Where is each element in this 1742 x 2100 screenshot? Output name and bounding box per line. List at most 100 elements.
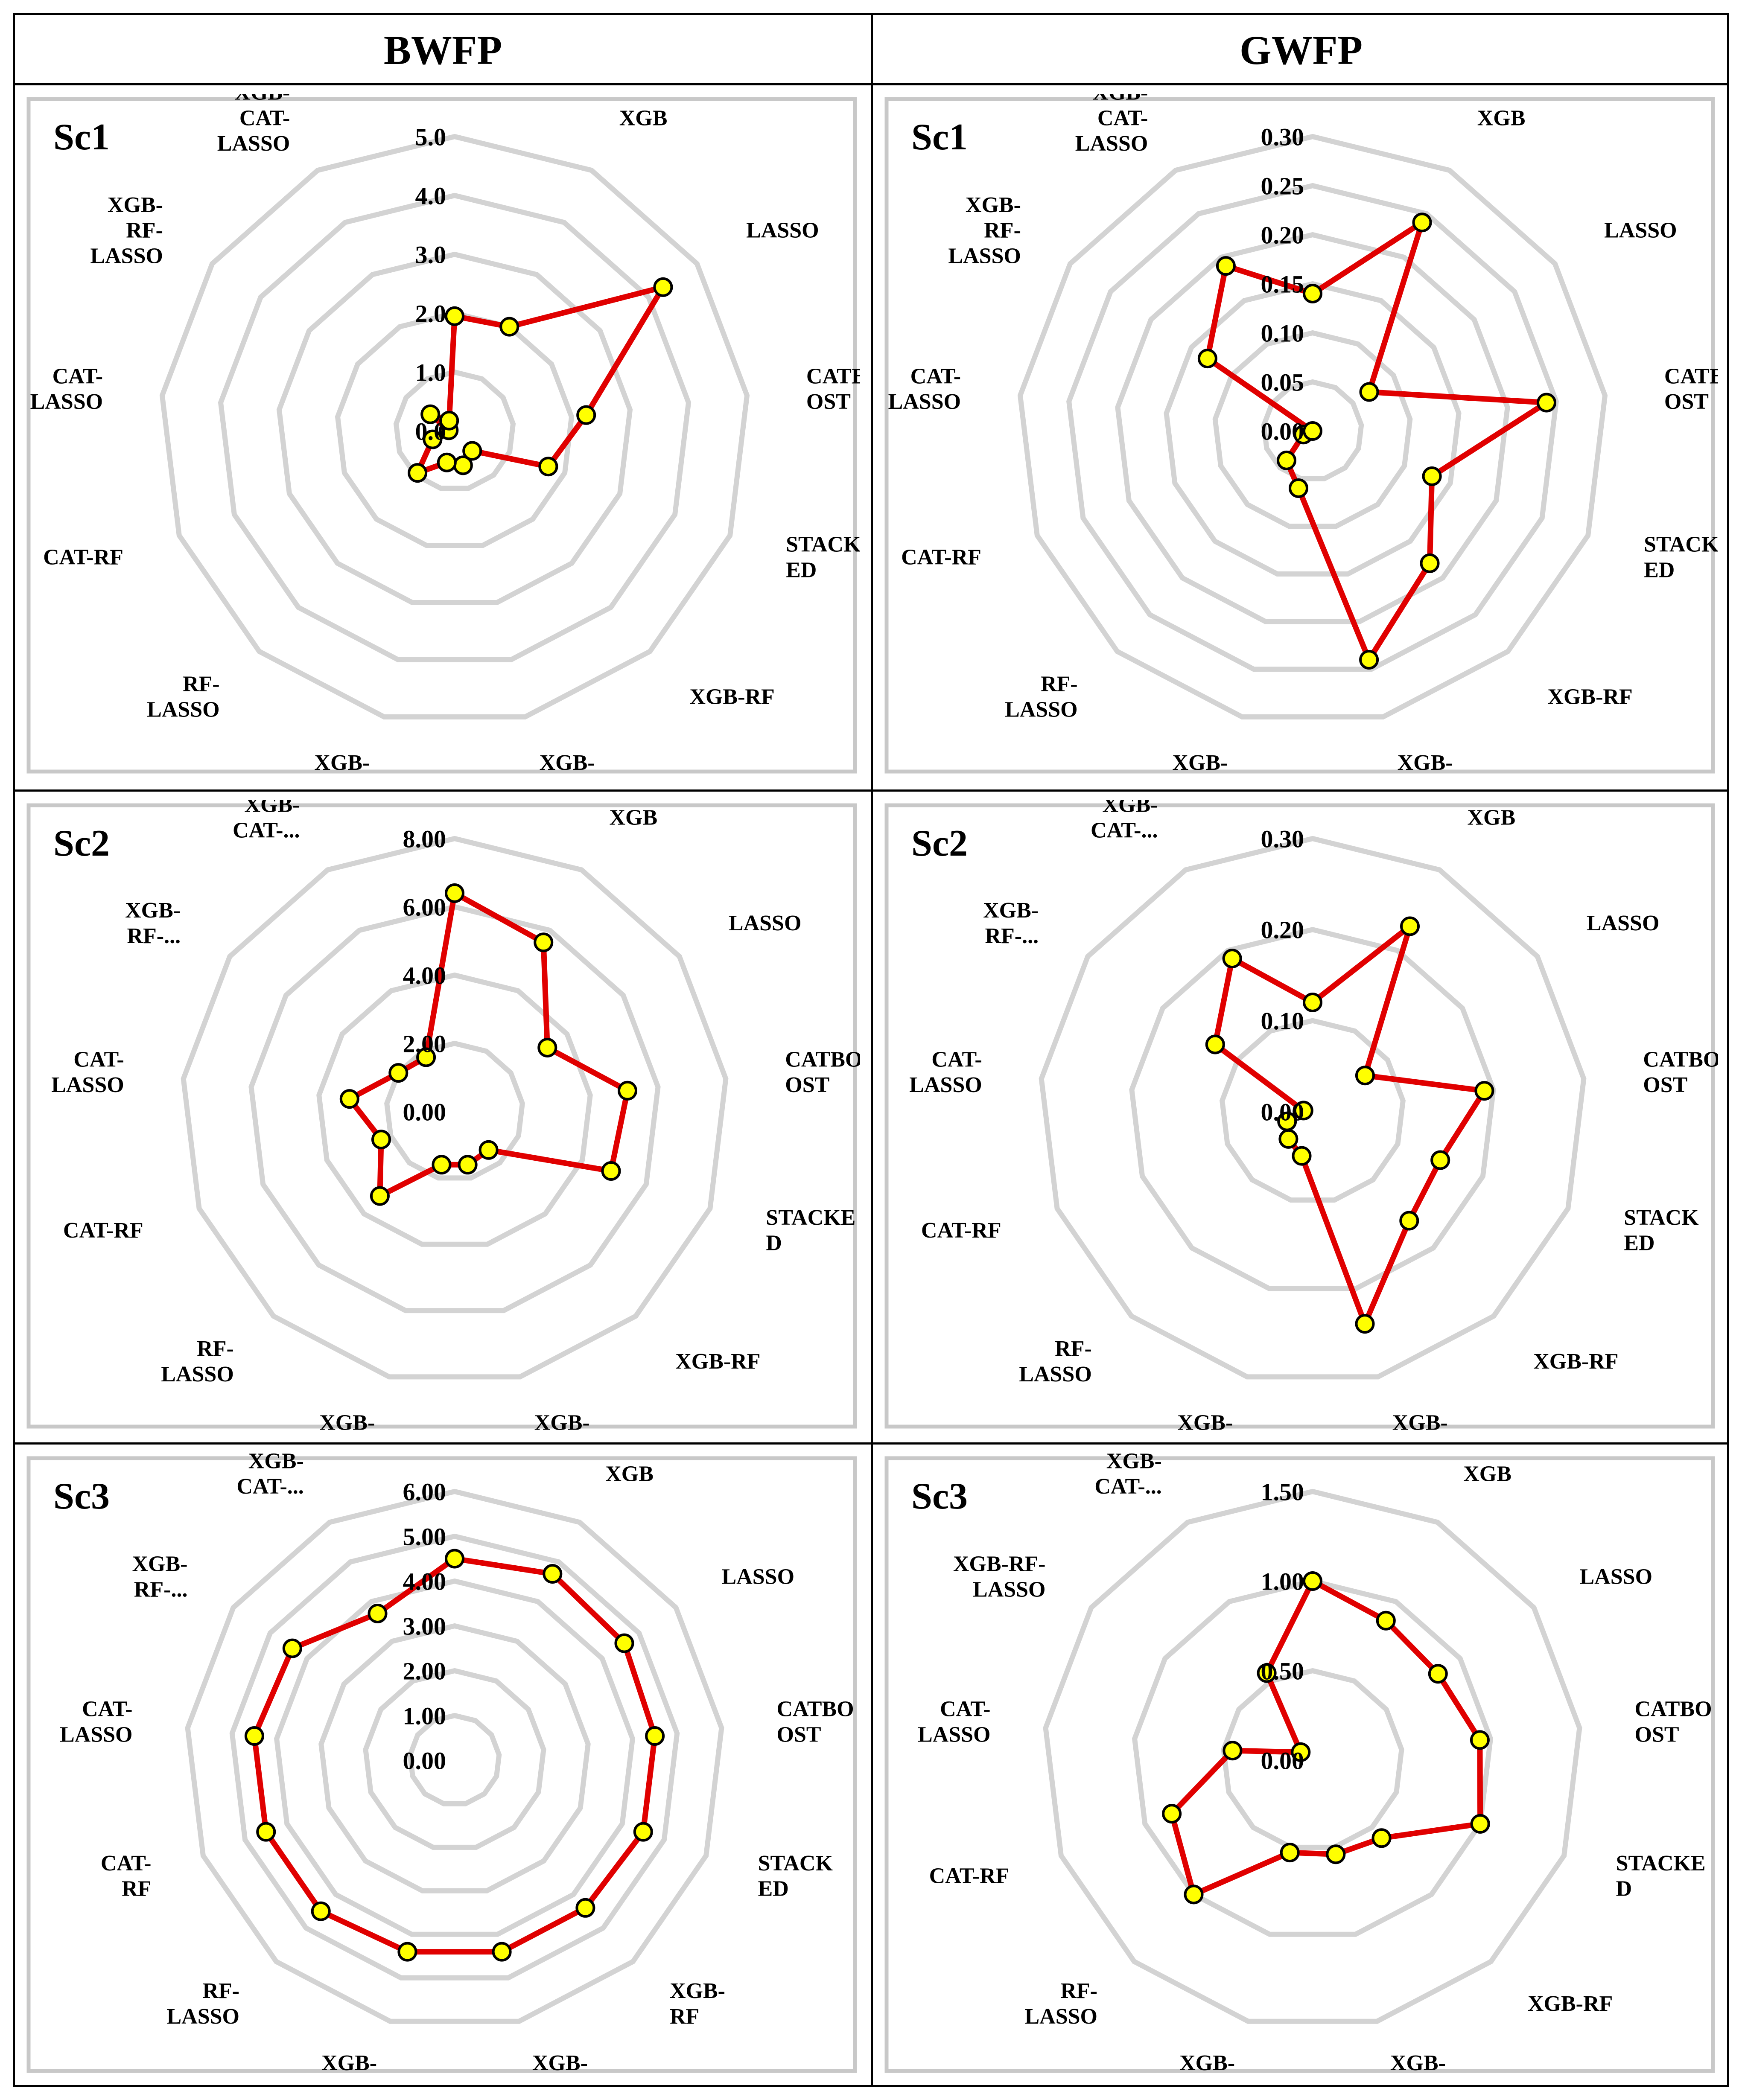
category-label: XGB: [619, 106, 668, 130]
category-label: XGB: [1477, 106, 1526, 130]
data-point: [1420, 553, 1440, 573]
category-label: CAT-RF: [901, 545, 981, 570]
tick-label: 1.00: [1261, 1567, 1304, 1595]
tick-label: 0.30: [1261, 825, 1304, 853]
category-label: XGB-CAT-...: [1094, 1453, 1161, 1499]
radar-chart-gwfp-sc2: Sc2RFXGBLASSOCATBOOSTSTACKEDXGB-RFXGB-CA…: [884, 800, 1718, 1432]
category-label: LASSO: [1604, 218, 1677, 243]
data-point: [368, 1604, 388, 1623]
chart-title: Sc3: [911, 1476, 968, 1517]
category-label: XGB-RF-LASSO: [90, 193, 163, 268]
series-line: [1205, 219, 1549, 663]
category-label: XGB-LASSO: [297, 751, 370, 777]
category-label: XGB-RF-LASSO: [953, 1552, 1046, 1602]
data-point: [1277, 1111, 1297, 1131]
category-label: RF-LASSO: [1005, 672, 1078, 722]
data-point: [370, 1186, 390, 1206]
category-label: RF-LASSO: [166, 1979, 239, 2029]
radar-chart-gwfp-sc3: Sc3RFXGBLASSOCATBOOSTSTACKEDXGB-RFXGB-CA…: [884, 1453, 1715, 2076]
grid-ring: [316, 972, 593, 1247]
radar-chart-bwfp-sc1: Sc1RFXGBLASSOCATBOOSTSTACKEDXGB-RFXGB-CA…: [26, 94, 860, 777]
grid-ring: [363, 1668, 546, 1850]
category-label: XGB-RF: [1528, 1992, 1613, 2016]
grid-ring: [1017, 134, 1608, 719]
grid-ring: [181, 836, 729, 1380]
category-label: LASSO: [746, 218, 819, 243]
category-label: RF-LASSO: [147, 672, 220, 722]
tick-label: 6.00: [403, 1478, 446, 1506]
data-point: [453, 455, 473, 475]
category-label: XGB-CAT: [540, 751, 595, 777]
category-label: XGB-LASSO: [304, 2051, 377, 2076]
category-label: CAT-RF: [921, 1218, 1001, 1243]
category-label: XGB-RF: [1533, 1349, 1618, 1374]
data-point: [645, 1726, 665, 1746]
data-point: [371, 1130, 391, 1150]
data-point: [439, 411, 459, 431]
tick-label: 0.00: [1261, 1747, 1304, 1774]
category-label: XGB: [605, 1462, 654, 1486]
tick-label: 8.00: [403, 825, 446, 853]
grid-ring: [318, 1623, 591, 1893]
grid-ring: [274, 1578, 636, 1937]
data-point: [1289, 478, 1308, 498]
grid-ring: [1129, 927, 1496, 1291]
data-point: [1277, 450, 1296, 470]
category-label: XGB-RF: [689, 685, 774, 709]
data-point: [1326, 1844, 1346, 1864]
data-point: [1303, 993, 1322, 1012]
data-point: [1371, 1828, 1392, 1848]
category-label: CAT-LASSO: [888, 364, 961, 414]
category-label: RF-LASSO: [161, 1337, 234, 1386]
data-point: [1412, 213, 1432, 233]
data-point: [1293, 1101, 1313, 1121]
data-point: [1537, 393, 1556, 413]
grid-ring: [1132, 1578, 1494, 1937]
data-point: [1355, 1066, 1375, 1086]
chart-frame: [26, 803, 857, 1429]
tick-label: 5.0: [415, 123, 446, 151]
column-header-bwfp: BWFP: [383, 27, 502, 73]
data-point: [423, 429, 443, 449]
grid-ring: [1220, 1018, 1406, 1203]
data-point: [1184, 1884, 1204, 1905]
data-point: [437, 452, 457, 472]
data-point: [1222, 949, 1242, 969]
grid-ring: [248, 904, 661, 1314]
data-point: [575, 1898, 595, 1918]
grid-ring: [1261, 379, 1364, 481]
data-point: [633, 1822, 653, 1842]
data-point: [1280, 1843, 1300, 1863]
data-point: [1257, 1663, 1277, 1683]
data-point: [462, 441, 482, 461]
chart-frame: [884, 1456, 1715, 2073]
tick-label: 0.15: [1261, 270, 1304, 298]
chart-title: Sc3: [53, 1476, 110, 1517]
category-label: XGB-LASSO: [1162, 2051, 1235, 2076]
grid-ring: [407, 1713, 502, 1806]
category-label: RF-LASSO: [1019, 1337, 1092, 1386]
column-header-gwfp: GWFP: [1240, 27, 1363, 73]
category-label: CAT-RF: [929, 1864, 1010, 1888]
data-point: [1197, 349, 1217, 369]
data-point: [244, 1726, 264, 1746]
tick-label: 0.0: [415, 417, 446, 445]
series-line: [251, 1556, 658, 1955]
category-label: XGB-CAT: [532, 2051, 588, 2076]
data-point: [416, 1047, 436, 1067]
category-label: XGB-LASSO: [302, 1411, 375, 1432]
tick-label: 0.00: [403, 1098, 446, 1126]
data-point: [1355, 1314, 1375, 1334]
category-label: CAT-RF: [43, 545, 123, 570]
grid-ring: [159, 134, 750, 719]
category-label: XGB-LASSO: [1160, 1411, 1233, 1432]
tick-label: 1.00: [403, 1702, 446, 1730]
